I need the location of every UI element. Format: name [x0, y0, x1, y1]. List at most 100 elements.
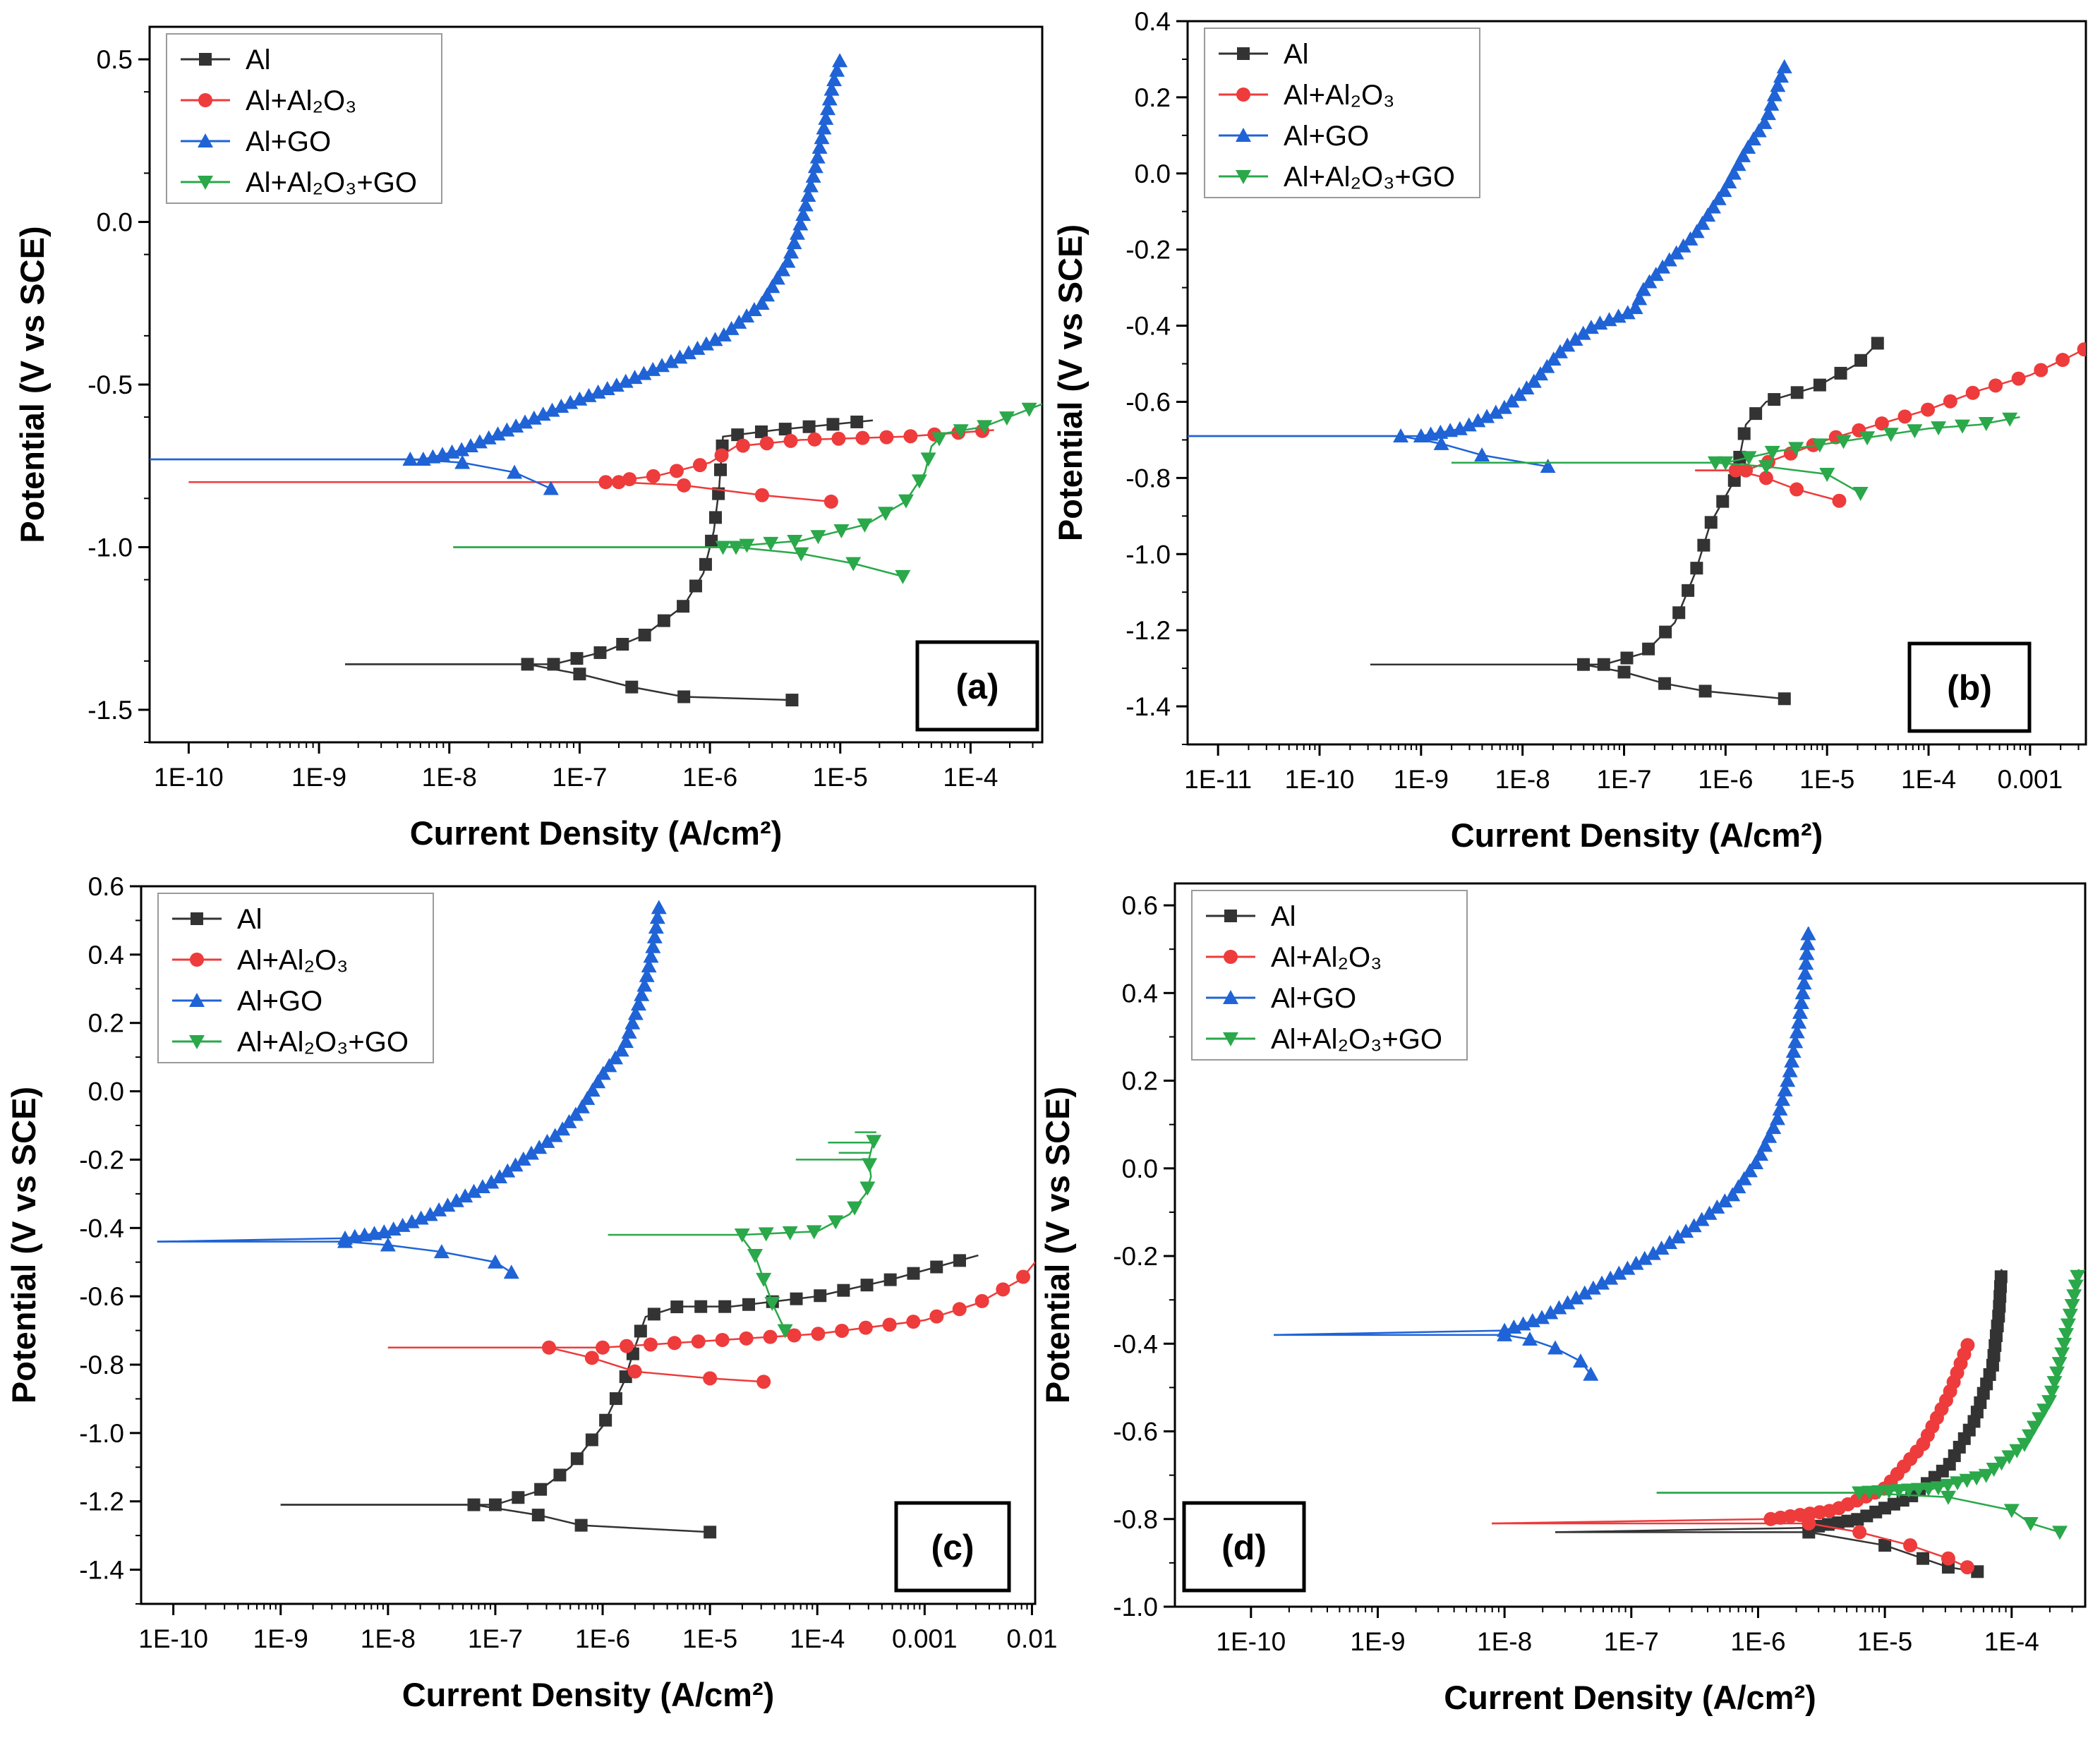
data-marker	[1653, 1240, 1670, 1255]
legend-marker	[189, 993, 205, 1007]
data-marker	[1698, 684, 1712, 698]
data-marker	[837, 1284, 850, 1297]
data-marker	[1834, 366, 1847, 380]
chart-panel-a: 1E-10 1E-9 1E-8 1E-7 1E-6 1E-5 1E-4 0.5 0.0 -0.5 -…	[13, 25, 1044, 852]
x-tick-label: 1E-9	[253, 1624, 308, 1653]
data-marker	[553, 1468, 567, 1482]
data-marker	[1978, 417, 1994, 432]
legend-box	[1191, 890, 1468, 1061]
data-marker	[704, 1526, 717, 1539]
data-marker	[1474, 447, 1490, 461]
data-marker	[698, 336, 714, 351]
data-marker	[780, 253, 796, 268]
data-marker	[1798, 955, 1814, 970]
y-tick-label: 0.2	[1135, 83, 1171, 112]
data-marker	[1940, 1490, 1956, 1505]
x-tick-label: 1E-10	[1216, 1627, 1286, 1656]
data-marker	[1716, 183, 1732, 198]
data-marker	[526, 410, 542, 425]
data-marker	[380, 1237, 396, 1252]
data-marker	[790, 1292, 803, 1305]
data-marker	[667, 1336, 682, 1351]
data-marker	[1993, 1280, 2007, 1293]
data-marker	[1789, 1024, 1805, 1039]
data-marker	[1572, 1353, 1588, 1368]
data-marker	[1931, 421, 1947, 436]
data-marker	[1943, 394, 1957, 409]
legend-marker	[1224, 950, 1238, 964]
data-marker	[1642, 642, 1655, 656]
data-marker	[643, 1337, 658, 1352]
data-marker	[2003, 1504, 2020, 1518]
series-group	[150, 53, 1042, 707]
data-marker	[1689, 224, 1705, 238]
data-marker	[1393, 428, 1409, 443]
data-marker	[800, 187, 816, 202]
data-marker	[648, 919, 664, 934]
data-marker	[1994, 1270, 2008, 1284]
y-tick-label: 0.4	[1135, 7, 1171, 36]
data-marker	[1686, 1218, 1702, 1233]
data-marker	[596, 1340, 610, 1355]
data-marker	[929, 1309, 944, 1324]
data-marker	[787, 534, 803, 549]
data-marker	[507, 1157, 524, 1172]
x-tick-label: 1E-6	[682, 763, 737, 792]
x-tick-label: 0.01	[1006, 1624, 1057, 1653]
y-tick-label: 0.5	[97, 45, 133, 74]
plot-frame	[140, 885, 1037, 1605]
data-marker	[759, 436, 774, 451]
data-marker	[882, 1317, 897, 1332]
data-marker	[931, 432, 948, 447]
data-marker	[1989, 1329, 2003, 1343]
data-marker	[584, 1351, 599, 1365]
data-marker	[1764, 445, 1780, 460]
x-tick-label: 1E-6	[1698, 765, 1753, 794]
data-marker	[1700, 207, 1716, 222]
data-marker	[1959, 1473, 1975, 1488]
data-marker	[792, 216, 809, 231]
data-marker	[1797, 965, 1814, 980]
data-marker	[1488, 404, 1504, 419]
x-tick-label: 1E-8	[1495, 765, 1550, 794]
data-marker	[1701, 1205, 1718, 1220]
data-marker	[952, 1302, 967, 1317]
series-al	[1370, 337, 1884, 706]
data-marker	[555, 1121, 571, 1136]
x-tick-label: 1E-10	[154, 763, 224, 792]
panel-label-box	[915, 640, 1039, 732]
data-marker	[835, 1323, 850, 1338]
data-marker	[492, 1169, 508, 1183]
data-marker	[1533, 366, 1549, 381]
series-al-al-o-	[1695, 342, 2086, 508]
data-marker	[1662, 1235, 1678, 1250]
data-marker	[539, 1133, 555, 1148]
data-marker	[638, 628, 651, 641]
data-marker	[2058, 1328, 2075, 1343]
data-marker	[618, 1034, 634, 1049]
data-marker	[1627, 300, 1643, 315]
data-marker	[953, 1254, 966, 1267]
series-al	[1555, 1269, 2008, 1578]
data-marker	[531, 1509, 545, 1522]
legend-marker	[1223, 1032, 1238, 1046]
x-tick-label: 1E-10	[138, 1624, 208, 1653]
data-marker	[1986, 1358, 1999, 1372]
data-marker	[862, 1158, 878, 1173]
series-al-al-o-go	[1656, 1269, 2085, 1540]
data-marker	[599, 1413, 612, 1427]
data-marker	[547, 658, 560, 671]
data-marker	[731, 314, 747, 329]
data-marker	[1891, 1484, 1907, 1499]
x-tick-label: 0.001	[1998, 765, 2063, 794]
data-marker	[595, 1065, 611, 1080]
y-tick-label: -0.4	[1113, 1329, 1158, 1358]
series-al-al-o-go	[1451, 412, 2020, 501]
data-marker	[810, 530, 826, 545]
data-marker	[764, 1296, 780, 1311]
data-marker	[2064, 1299, 2080, 1314]
legend-label: Al	[1284, 39, 1309, 70]
data-marker	[1682, 584, 1695, 597]
data-marker	[2044, 1385, 2060, 1400]
series-al-go	[157, 900, 667, 1279]
